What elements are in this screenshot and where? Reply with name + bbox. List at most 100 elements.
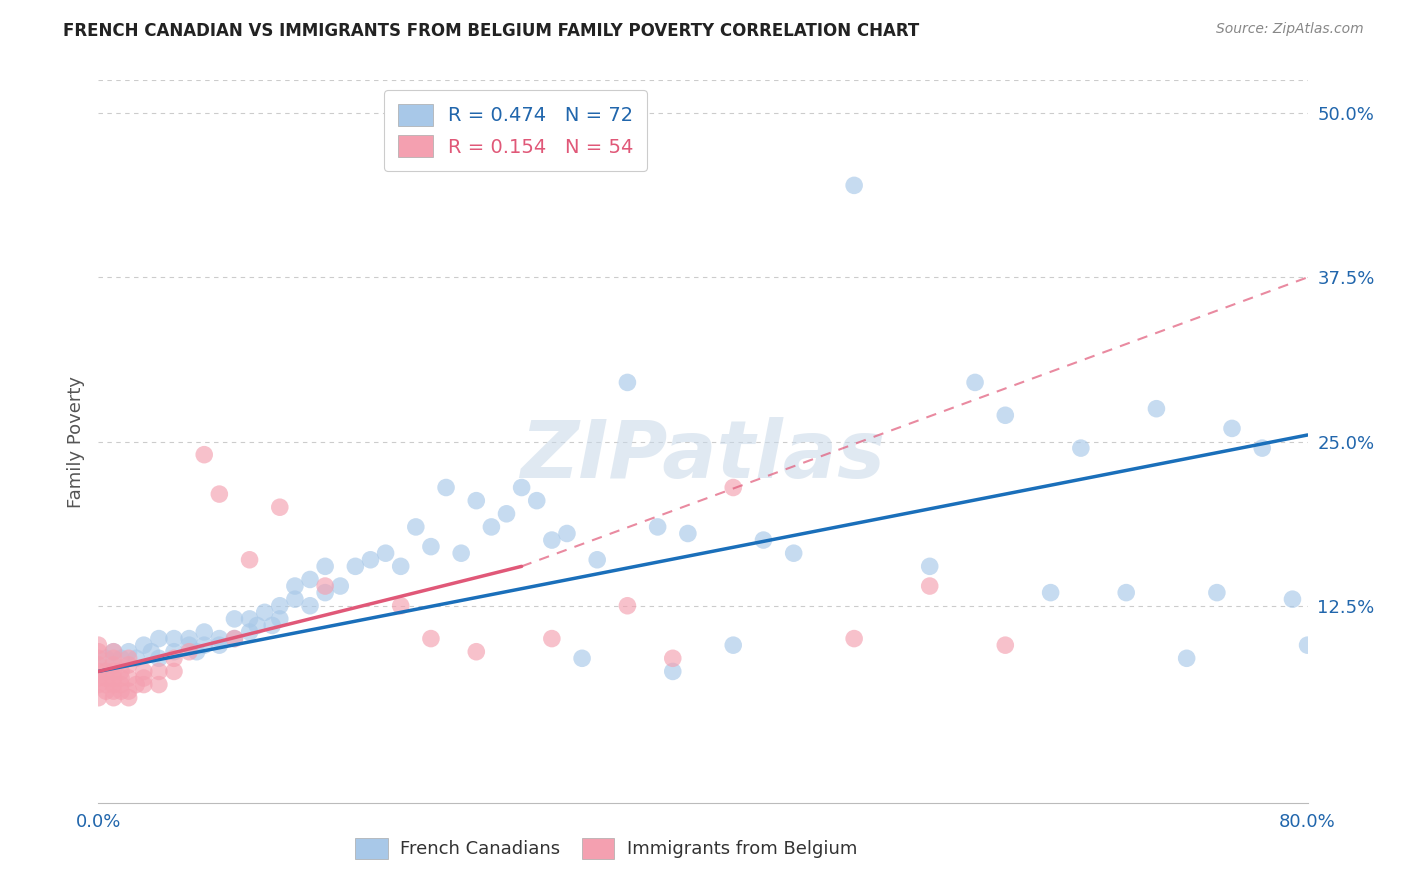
Point — [110, 677, 132, 691]
Point — [844, 632, 866, 646]
Point — [103, 657, 125, 672]
Point — [676, 526, 699, 541]
Point — [571, 651, 593, 665]
Point — [299, 599, 322, 613]
Point — [87, 677, 110, 691]
Point — [87, 690, 110, 705]
Point — [224, 632, 246, 646]
Point — [723, 481, 745, 495]
Point — [193, 448, 215, 462]
Point — [555, 526, 578, 541]
Point — [314, 579, 336, 593]
Point — [420, 540, 443, 554]
Y-axis label: Family Poverty: Family Poverty — [66, 376, 84, 508]
Point — [87, 671, 110, 685]
Point — [148, 632, 170, 646]
Point — [752, 533, 775, 547]
Point — [420, 632, 443, 646]
Point — [1281, 592, 1303, 607]
Point — [344, 559, 367, 574]
Point — [465, 645, 488, 659]
Point — [481, 520, 503, 534]
Point — [163, 632, 186, 646]
Point — [586, 553, 609, 567]
Point — [994, 409, 1017, 423]
Point — [616, 599, 638, 613]
Point — [253, 605, 276, 619]
Point — [103, 645, 125, 659]
Point — [994, 638, 1017, 652]
Text: Source: ZipAtlas.com: Source: ZipAtlas.com — [1216, 22, 1364, 37]
Point — [118, 657, 141, 672]
Point — [723, 638, 745, 652]
Point — [186, 645, 208, 659]
Point — [239, 553, 262, 567]
Point — [87, 665, 110, 679]
Point — [110, 684, 132, 698]
Point — [224, 612, 246, 626]
Point — [179, 632, 201, 646]
Point — [125, 651, 148, 665]
Point — [1220, 421, 1243, 435]
Point — [540, 533, 562, 547]
Point — [94, 684, 117, 698]
Point — [103, 651, 125, 665]
Point — [1296, 638, 1319, 652]
Point — [314, 559, 336, 574]
Point — [783, 546, 806, 560]
Point — [450, 546, 472, 560]
Point — [103, 684, 125, 698]
Point — [389, 559, 412, 574]
Point — [163, 645, 186, 659]
Point — [163, 651, 186, 665]
Point — [208, 632, 231, 646]
Point — [239, 612, 262, 626]
Point — [118, 690, 141, 705]
Point — [118, 671, 141, 685]
Point — [103, 665, 125, 679]
Point — [94, 651, 117, 665]
Point — [1251, 441, 1274, 455]
Point — [118, 684, 141, 698]
Point — [284, 592, 307, 607]
Point — [262, 618, 284, 632]
Point — [179, 645, 201, 659]
Point — [616, 376, 638, 390]
Point — [329, 579, 352, 593]
Text: ZIPatlas: ZIPatlas — [520, 417, 886, 495]
Point — [132, 677, 155, 691]
Point — [526, 493, 548, 508]
Point — [965, 376, 987, 390]
Point — [299, 573, 322, 587]
Point — [87, 645, 110, 659]
Point — [125, 677, 148, 691]
Point — [374, 546, 396, 560]
Point — [844, 178, 866, 193]
Point — [1175, 651, 1198, 665]
Point — [208, 487, 231, 501]
Point — [1039, 585, 1062, 599]
Point — [269, 599, 291, 613]
Point — [103, 645, 125, 659]
Point — [110, 665, 132, 679]
Point — [314, 585, 336, 599]
Point — [495, 507, 517, 521]
Point — [661, 665, 683, 679]
Point — [103, 690, 125, 705]
Point — [163, 665, 186, 679]
Point — [193, 638, 215, 652]
Point — [94, 671, 117, 685]
Point — [510, 481, 533, 495]
Point — [148, 677, 170, 691]
Point — [1144, 401, 1167, 416]
Point — [434, 481, 457, 495]
Point — [918, 579, 941, 593]
Point — [918, 559, 941, 574]
Point — [246, 618, 269, 632]
Point — [193, 625, 215, 640]
Point — [1070, 441, 1092, 455]
Point — [87, 651, 110, 665]
Point — [148, 651, 170, 665]
Point — [269, 612, 291, 626]
Point — [1115, 585, 1137, 599]
